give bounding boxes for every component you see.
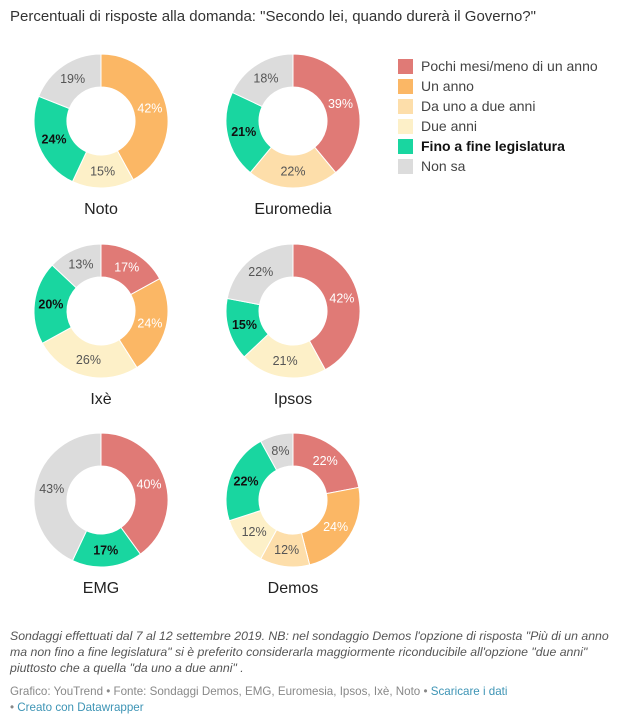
slice-label-demos-pochi-mesi-meno-di-un-anno: 22% (313, 454, 338, 468)
slice-label-demos-fino-a-fine-legislatura: 22% (234, 474, 259, 488)
legend-label: Non sa (421, 158, 466, 174)
footer: Grafico: YouTrend • Fonte: Sondaggi Demo… (10, 684, 620, 716)
slice-ixe-due-anni (41, 326, 138, 379)
slice-label-ixe-fino-a-fine-legislatura: 20% (38, 298, 63, 312)
donut-title-demos: Demos (268, 580, 319, 597)
slice-noto-non-sa (38, 53, 102, 110)
slice-ipsos-pochi-mesi-meno-di-un-anno (292, 243, 361, 371)
donut-title-ipsos: Ipsos (274, 391, 312, 408)
slice-demos-non-sa (260, 432, 294, 471)
donut-ixe: 17% 24% 26% 20% 13% Ixè (33, 243, 169, 408)
slice-label-euromedia-non-sa: 18% (253, 71, 278, 85)
donut-euromedia: 39% 22% 21% 18% Euromedia (225, 53, 361, 218)
footer-separator: • (10, 701, 15, 714)
donut-noto: 42% 15% 24% 19% Noto (33, 53, 169, 218)
donut-emg: 40% 17% 43% EMG (33, 432, 169, 597)
slice-label-emg-fino-a-fine-legislatura: 17% (93, 543, 118, 557)
slice-label-euromedia-da-uno-a-due-anni: 22% (280, 165, 305, 179)
slice-label-demos-un-anno: 24% (323, 520, 348, 534)
slice-label-emg-non-sa: 43% (39, 482, 64, 496)
slice-label-noto-fino-a-fine-legislatura: 24% (42, 133, 67, 147)
legend-item-da-uno-a-due-anni: Da uno a due anni (398, 96, 598, 116)
legend-label: Un anno (421, 78, 474, 94)
slice-label-euromedia-pochi-mesi-meno-di-un-anno: 39% (328, 97, 353, 111)
slice-emg-non-sa (33, 432, 102, 562)
legend: Pochi mesi/meno di un anno Un anno Da uno … (398, 56, 598, 176)
donut-demos: 22% 24% 12% 12% 22% 8% Demos (225, 432, 361, 597)
slice-label-noto-un-anno: 42% (137, 101, 162, 115)
donut-ipsos: 42% 21% 15% 22% Ipsos (225, 243, 361, 408)
legend-item-pochi-mesi-meno-di-un-anno: Pochi mesi/meno di un anno (398, 56, 598, 76)
slice-label-ixe-due-anni: 26% (76, 353, 101, 367)
datawrapper-link[interactable]: Creato con Datawrapper (17, 701, 144, 714)
slice-label-noto-non-sa: 19% (60, 72, 85, 86)
slice-noto-un-anno (100, 53, 169, 181)
chart-notes: Sondaggi effettuati dal 7 al 12 settembr… (10, 629, 609, 675)
slice-euromedia-pochi-mesi-meno-di-un-anno (292, 53, 361, 174)
chart-title: Percentuali di risposte alla domanda: "S… (10, 8, 536, 25)
legend-swatch (398, 98, 413, 114)
slice-euromedia-non-sa (231, 53, 294, 108)
slice-label-ipsos-non-sa: 22% (248, 265, 273, 279)
slice-label-ipsos-due-anni: 21% (273, 354, 298, 368)
slice-label-noto-due-anni: 15% (90, 164, 115, 178)
slice-label-ipsos-fino-a-fine-legislatura: 15% (232, 318, 257, 332)
donut-title-ixe: Ixè (90, 391, 111, 408)
legend-swatch (398, 118, 413, 134)
slice-emg-pochi-mesi-meno-di-un-anno (100, 432, 169, 555)
slice-label-euromedia-fino-a-fine-legislatura: 21% (231, 125, 256, 139)
slice-label-ixe-pochi-mesi-meno-di-un-anno: 17% (114, 261, 139, 275)
slice-label-demos-due-anni: 12% (242, 525, 267, 539)
legend-swatch (398, 138, 413, 154)
slice-label-ixe-un-anno: 24% (137, 317, 162, 331)
slice-label-emg-pochi-mesi-meno-di-un-anno: 40% (137, 477, 162, 491)
legend-label: Pochi mesi/meno di un anno (421, 58, 598, 74)
slice-ixe-non-sa (51, 243, 102, 289)
legend-swatch (398, 78, 413, 94)
donut-title-emg: EMG (83, 580, 119, 597)
footer-source: Grafico: YouTrend • Fonte: Sondaggi Demo… (10, 685, 428, 698)
download-data-link[interactable]: Scaricare i dati (430, 685, 508, 698)
legend-label: Due anni (421, 118, 478, 134)
legend-item-un-anno: Un anno (398, 76, 598, 96)
legend-item-due-anni: Due anni (398, 116, 598, 136)
legend-item-non-sa: Non sa (398, 156, 598, 176)
legend-label: Da uno a due anni (421, 98, 536, 114)
slice-ipsos-non-sa (226, 243, 294, 306)
slice-label-ipsos-pochi-mesi-meno-di-un-anno: 42% (329, 291, 354, 305)
legend-item-fino-a-fine-legislatura: Fino a fine legislatura (398, 136, 598, 156)
slice-label-demos-da-uno-a-due-anni: 12% (274, 543, 299, 557)
legend-swatch (398, 158, 413, 174)
donut-title-euromedia: Euromedia (254, 201, 331, 218)
slice-label-ixe-non-sa: 13% (68, 258, 93, 272)
slice-label-demos-non-sa: 8% (271, 444, 289, 458)
legend-swatch (398, 58, 413, 74)
donut-title-noto: Noto (84, 201, 118, 218)
legend-label: Fino a fine legislatura (421, 138, 565, 154)
